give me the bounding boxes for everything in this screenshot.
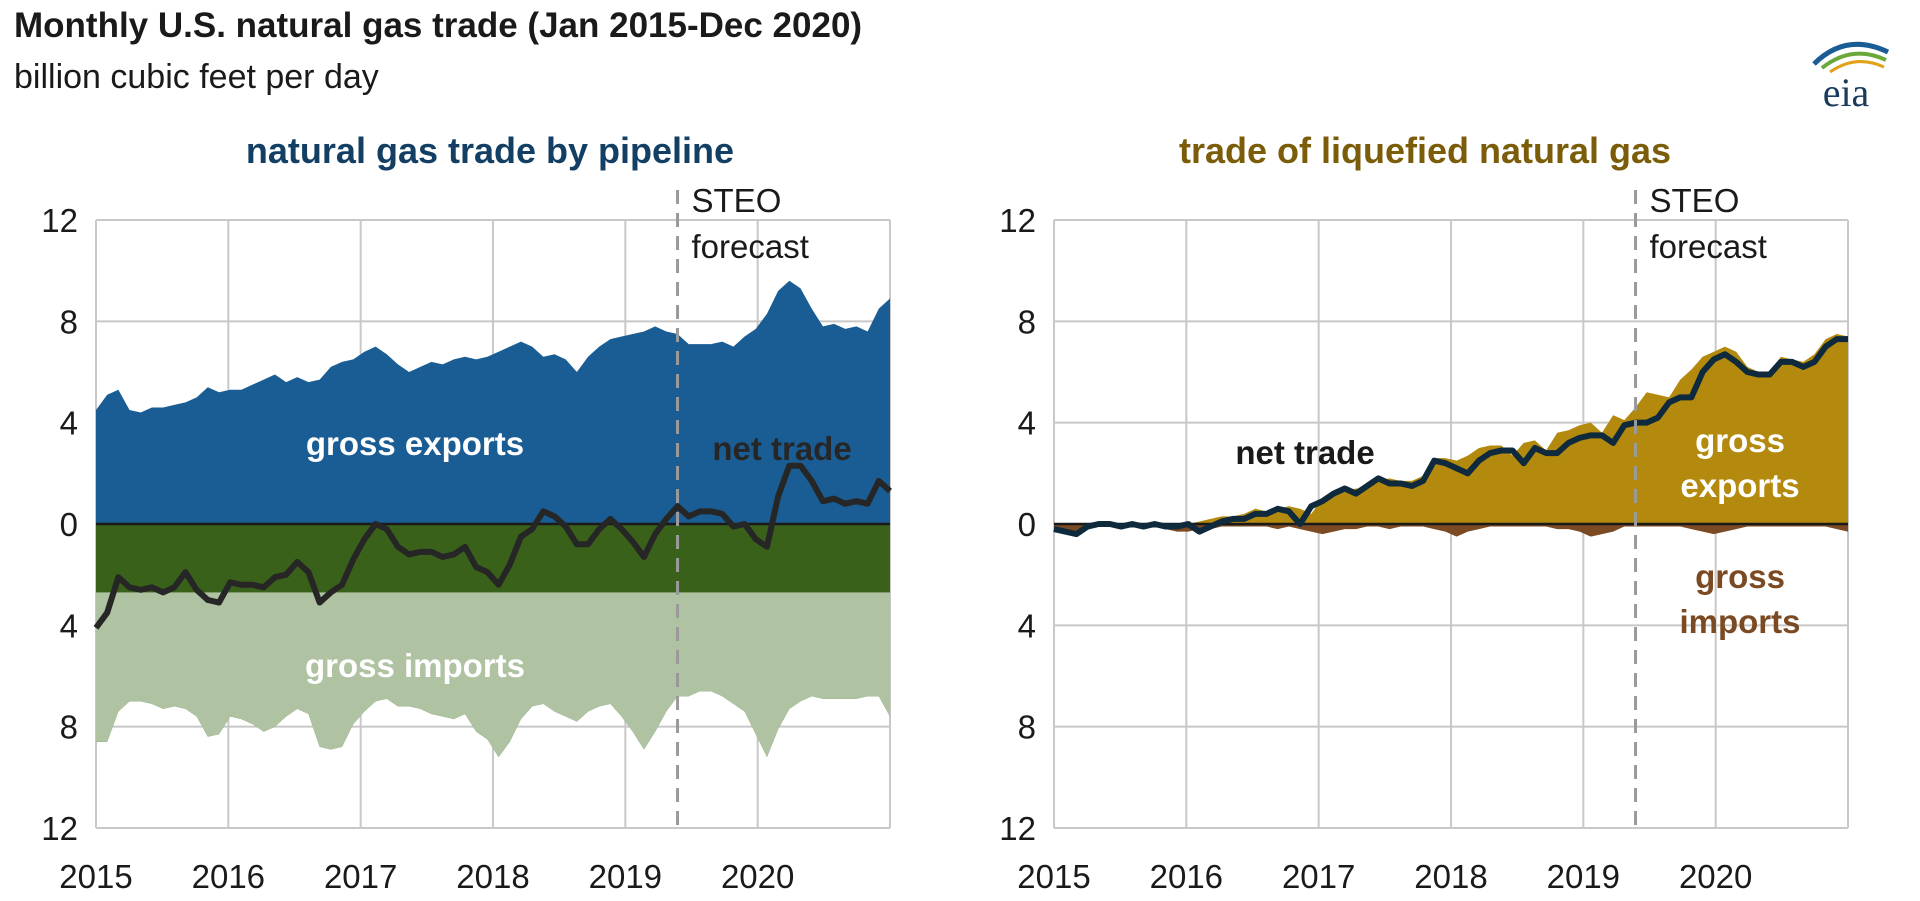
forecast-label: forecast bbox=[692, 228, 809, 265]
pipeline-chart: natural gas trade by pipeline STEO forecas… bbox=[41, 130, 893, 895]
net-trade-label: net trade bbox=[712, 430, 851, 467]
y-tick-label: 12 bbox=[41, 810, 78, 847]
chart-title: Monthly U.S. natural gas trade (Jan 2015… bbox=[14, 6, 863, 45]
gross-imports-label: gross bbox=[1695, 558, 1785, 595]
y-tick-label: 8 bbox=[60, 709, 78, 746]
gross-imports-area bbox=[1054, 524, 1848, 537]
y-tick-label: 0 bbox=[1018, 506, 1036, 543]
x-tick-label: 2017 bbox=[1282, 858, 1355, 895]
y-tick-label: 4 bbox=[1018, 607, 1036, 644]
x-tick-label: 2020 bbox=[721, 858, 794, 895]
gross-exports-label: gross exports bbox=[306, 425, 524, 462]
y-tick-label: 4 bbox=[1018, 405, 1036, 442]
y-tick-label: 12 bbox=[999, 202, 1036, 239]
gross-imports-label: imports bbox=[1679, 603, 1800, 640]
x-tick-label: 2015 bbox=[1017, 858, 1090, 895]
eia-logo: eia bbox=[1796, 34, 1896, 115]
net-trade-line bbox=[1053, 336, 1848, 538]
y-tick-label: 12 bbox=[41, 202, 78, 239]
x-tick-label: 2016 bbox=[1150, 858, 1223, 895]
x-tick-label: 2019 bbox=[589, 858, 662, 895]
gross-exports-area bbox=[1054, 334, 1848, 524]
gross-exports-area bbox=[96, 280, 890, 524]
forecast-label: STEO bbox=[1650, 182, 1740, 219]
x-tick-label: 2019 bbox=[1547, 858, 1620, 895]
forecast-label: STEO bbox=[692, 182, 782, 219]
x-tick-label: 2018 bbox=[1414, 858, 1487, 895]
gross-imports-label: gross imports bbox=[305, 647, 525, 684]
chart-subtitle: billion cubic feet per day bbox=[14, 58, 379, 96]
y-tick-label: 8 bbox=[60, 303, 78, 340]
eia-logo-icon: eia bbox=[1812, 41, 1890, 115]
gross-exports-label: gross bbox=[1695, 422, 1785, 459]
pipeline-panel-title: natural gas trade by pipeline bbox=[246, 130, 734, 171]
forecast-label: forecast bbox=[1650, 228, 1767, 265]
net-trade-line bbox=[93, 462, 893, 630]
x-tick-label: 2017 bbox=[324, 858, 397, 895]
x-tick-label: 2018 bbox=[456, 858, 529, 895]
x-tick-label: 2015 bbox=[59, 858, 132, 895]
y-tick-label: 8 bbox=[1018, 303, 1036, 340]
y-tick-label: 8 bbox=[1018, 709, 1036, 746]
lng-chart: trade of liquefied natural gas STEO foreca… bbox=[999, 130, 1849, 895]
y-tick-label: 0 bbox=[60, 506, 78, 543]
x-tick-label: 2016 bbox=[192, 858, 265, 895]
gross-exports-label: exports bbox=[1680, 467, 1799, 504]
net-trade-label: net trade bbox=[1235, 434, 1374, 471]
eia-logo-text: eia bbox=[1823, 70, 1870, 114]
y-tick-label: 4 bbox=[60, 405, 78, 442]
lng-panel-title: trade of liquefied natural gas bbox=[1179, 130, 1671, 171]
y-tick-label: 4 bbox=[60, 607, 78, 644]
x-tick-label: 2020 bbox=[1679, 858, 1752, 895]
y-tick-label: 12 bbox=[999, 810, 1036, 847]
